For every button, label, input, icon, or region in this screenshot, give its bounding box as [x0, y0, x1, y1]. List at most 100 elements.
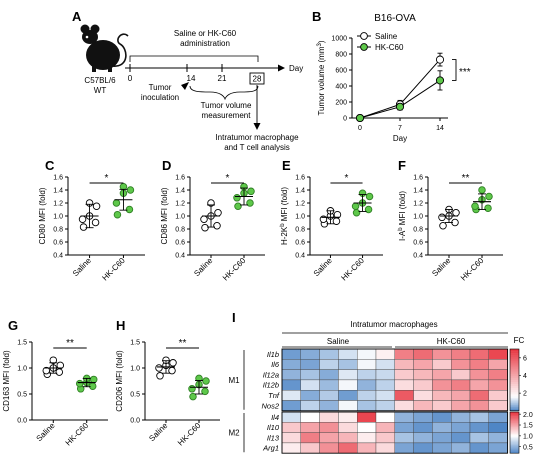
y-tick-label: 800	[335, 52, 347, 59]
heatmap-cell	[488, 379, 508, 391]
heatmap-cell	[357, 411, 377, 423]
heatmap-cell	[488, 348, 508, 360]
gene-label: Il12b	[263, 381, 279, 390]
scale-segment	[510, 394, 519, 397]
heatmap-cell	[375, 379, 395, 391]
timeline-arrowhead	[278, 64, 285, 72]
heatmap-cell	[357, 390, 377, 401]
category-label: Saline	[312, 256, 334, 278]
heatmap-cell	[469, 432, 489, 444]
panel-letter-h: H	[116, 318, 125, 333]
analysis-label: Intratumor macrophage	[215, 133, 299, 142]
data-point-Saline	[155, 364, 163, 372]
scale-segment	[510, 429, 519, 432]
scale-segment	[510, 439, 519, 442]
scale-segment	[510, 396, 519, 399]
data-point-HK-C60	[365, 192, 374, 201]
y-tick-label: 1.0	[295, 214, 305, 221]
heatmap-cell	[432, 411, 452, 423]
y-axis-label-main: CD163 MFI (fold)	[2, 350, 11, 412]
scale-segment	[510, 412, 519, 414]
scale-tick-label: 0.5	[523, 444, 533, 451]
heatmap-cell	[357, 369, 377, 381]
heatmap-cell	[338, 369, 358, 381]
y-tick-label: 1.6	[413, 175, 423, 182]
data-point-HK-C60	[351, 202, 360, 210]
data-point-Saline	[435, 55, 445, 64]
y-tick-label: 0.0	[130, 418, 140, 425]
heatmap-cell	[300, 390, 320, 401]
legend-label: HK-C60	[375, 43, 404, 52]
heatmap-cell	[375, 432, 395, 444]
y-axis-label-main: I-A	[398, 230, 407, 241]
heatmap-cell	[413, 400, 433, 412]
scale-segment	[510, 375, 519, 379]
heatmap-cell	[451, 411, 471, 423]
y-tick-label: 0.0	[17, 418, 27, 425]
significance-stars: **	[462, 173, 470, 184]
significance-stars: *	[105, 173, 109, 184]
tick-label-21: 21	[218, 74, 227, 83]
treatment-label: Saline or HK-C60	[174, 29, 237, 38]
scale-segment	[510, 359, 519, 362]
y-tick-label: 1.6	[175, 175, 185, 182]
category-label: HK-C60	[339, 256, 366, 283]
heatmap-cell	[300, 379, 320, 391]
heatmap-cell	[281, 422, 301, 433]
timeline-axis-label: Day	[289, 64, 303, 73]
heatmap-cell	[394, 400, 414, 412]
heatmap-cell	[281, 400, 301, 412]
block-label: M1	[228, 376, 240, 385]
significance-bracket	[452, 59, 457, 81]
gene-label: Il1b	[267, 350, 279, 359]
panel-letter-c: C	[45, 158, 55, 173]
data-point-Saline	[200, 215, 208, 223]
heatmap-cell	[319, 379, 339, 391]
y-tick-label: 1.6	[53, 175, 63, 182]
heatmap-cell	[469, 390, 489, 401]
heatmap-cell	[413, 390, 433, 401]
category-label: Saline	[192, 256, 214, 278]
x-tick-label: 14	[436, 125, 444, 132]
y-tick-label: 400	[335, 84, 347, 91]
y-tick-label: 0.6	[53, 240, 63, 247]
heatmap-cell	[300, 369, 320, 381]
block-label: M2	[228, 429, 240, 438]
heatmap-cell	[338, 422, 358, 433]
y-tick-label: 1.5	[130, 340, 140, 347]
heatmap-cell	[394, 359, 414, 370]
data-point-HK-C60	[352, 208, 361, 217]
gene-label: Il6	[271, 360, 280, 369]
y-tick-label: 0.5	[17, 392, 27, 399]
scale-segment	[510, 402, 519, 405]
data-point-HK-C60	[125, 205, 134, 214]
heatmap-cell	[488, 390, 508, 401]
y-axis-label: CD86 MFI (fold)	[160, 187, 169, 244]
heatmap-cell	[338, 359, 358, 370]
heatmap-cell	[394, 379, 414, 391]
data-point-Saline	[156, 372, 164, 380]
group-label-saline: Saline	[327, 337, 350, 346]
panel-h: H 0.0 0.5 1.0 1.5 CD206 MFI (fold) Saline HK-C6…	[115, 318, 220, 448]
heatmap-header: Intratumor macrophages	[350, 320, 437, 329]
gene-label: Il12a	[263, 370, 279, 379]
tick-label-14: 14	[187, 74, 196, 83]
scale-tick-label: 6	[523, 355, 527, 362]
significance-stars: **	[179, 338, 187, 349]
gene-label: Arg1	[262, 444, 279, 453]
heatmap-cell	[338, 411, 358, 423]
heatmap-cell	[451, 379, 471, 391]
y-tick-label: 1.0	[53, 214, 63, 221]
scale-segment	[510, 418, 519, 421]
heatmap-cell	[338, 432, 358, 444]
heatmap-cell	[300, 422, 320, 433]
panel-letter-d: D	[162, 158, 171, 173]
data-point-HK-C60	[233, 194, 241, 202]
scale-segment	[510, 447, 519, 450]
gene-label: Il10	[267, 423, 280, 432]
heatmap-cell	[469, 369, 489, 381]
data-point-HK-C60	[113, 210, 122, 219]
scale-segment	[510, 440, 519, 443]
